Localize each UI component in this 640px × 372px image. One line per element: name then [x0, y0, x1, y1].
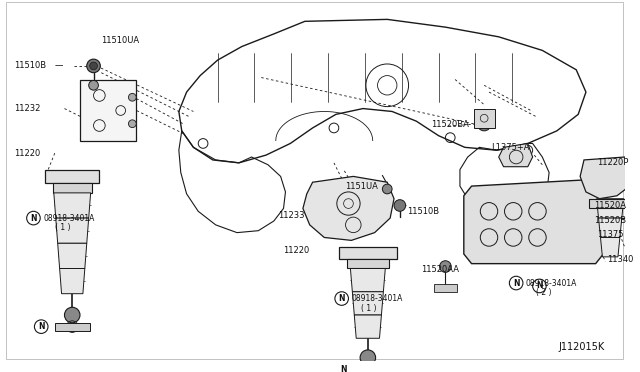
Polygon shape [598, 218, 622, 237]
Text: 11220P: 11220P [598, 158, 629, 167]
Polygon shape [589, 199, 632, 208]
Circle shape [477, 117, 491, 131]
Polygon shape [60, 269, 85, 294]
Polygon shape [464, 179, 604, 264]
Circle shape [440, 261, 451, 272]
Text: 11520A: 11520A [594, 201, 626, 210]
Circle shape [481, 121, 487, 127]
Polygon shape [474, 109, 495, 128]
Polygon shape [56, 218, 89, 243]
Circle shape [65, 307, 80, 323]
Polygon shape [499, 144, 532, 167]
Polygon shape [355, 315, 381, 338]
Polygon shape [80, 80, 136, 141]
Text: N: N [536, 282, 543, 291]
Text: L1375+A: L1375+A [491, 143, 529, 152]
Text: 1151UA: 1151UA [346, 182, 378, 190]
Text: 11375: 11375 [598, 230, 624, 239]
Circle shape [382, 184, 392, 194]
Polygon shape [351, 269, 385, 292]
Polygon shape [346, 259, 389, 269]
Text: N: N [38, 322, 44, 331]
Text: ( 1 ): ( 1 ) [361, 304, 376, 313]
Text: 11520B: 11520B [594, 217, 626, 225]
Polygon shape [351, 365, 385, 372]
Text: 11220: 11220 [284, 246, 310, 254]
Polygon shape [53, 183, 92, 193]
Polygon shape [600, 237, 620, 257]
Circle shape [89, 80, 99, 90]
Circle shape [394, 200, 406, 211]
Polygon shape [339, 247, 397, 259]
Text: N: N [513, 279, 520, 288]
Text: J112015K: J112015K [559, 342, 605, 352]
Polygon shape [303, 176, 394, 240]
Text: 11220: 11220 [14, 149, 40, 158]
Text: 11510B: 11510B [14, 61, 46, 70]
Text: 11232: 11232 [14, 104, 40, 113]
Text: 11520BA: 11520BA [431, 119, 468, 129]
Polygon shape [54, 193, 91, 218]
Text: 11340: 11340 [607, 255, 634, 264]
Text: N: N [340, 365, 347, 372]
Text: 11233: 11233 [278, 211, 304, 220]
Circle shape [360, 350, 376, 365]
Text: ( 1 ): ( 1 ) [55, 223, 70, 232]
Text: 08918-3401A: 08918-3401A [43, 214, 95, 222]
Circle shape [628, 199, 637, 208]
Text: N: N [339, 294, 345, 303]
Circle shape [87, 59, 100, 73]
Text: —: — [55, 61, 63, 70]
Circle shape [90, 62, 97, 70]
Text: 11510UA: 11510UA [101, 36, 140, 45]
Circle shape [129, 120, 136, 128]
Circle shape [628, 213, 637, 223]
Polygon shape [45, 170, 99, 183]
Text: 08918-3401A: 08918-3401A [526, 279, 577, 288]
Text: 11510B: 11510B [406, 207, 439, 216]
Circle shape [129, 93, 136, 101]
Text: ( 2 ): ( 2 ) [536, 288, 551, 297]
Text: 08918-3401A: 08918-3401A [351, 294, 403, 303]
Polygon shape [353, 292, 383, 315]
Text: 11520AA: 11520AA [421, 265, 459, 274]
Text: N: N [30, 214, 36, 222]
Polygon shape [55, 323, 90, 331]
Polygon shape [580, 157, 632, 199]
Polygon shape [596, 199, 624, 218]
Polygon shape [58, 243, 87, 269]
Polygon shape [434, 284, 457, 292]
